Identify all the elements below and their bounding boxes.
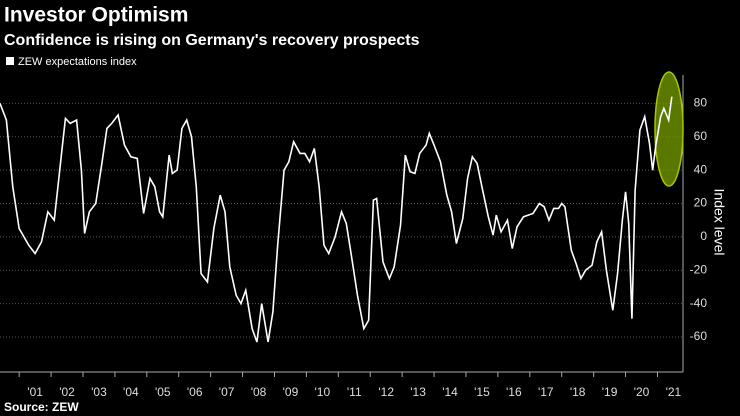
y-axis-label: Index level — [711, 189, 727, 256]
x-tick-label: '01 — [27, 385, 43, 399]
x-tick-label: '19 — [602, 385, 618, 399]
y-tick-label: 20 — [694, 196, 708, 210]
x-tick-label: '10 — [315, 385, 331, 399]
x-tick-label: '17 — [538, 385, 554, 399]
y-tick-label: -20 — [690, 262, 708, 276]
x-tick-label: '21 — [666, 385, 682, 399]
y-tick-label: 60 — [694, 129, 708, 143]
x-tick-label: '03 — [91, 385, 107, 399]
x-tick-label: '08 — [251, 385, 267, 399]
x-tick-label: '11 — [347, 385, 362, 399]
legend-swatch — [6, 57, 14, 65]
chart-title: Investor Optimism — [4, 4, 188, 27]
x-tick-label: '07 — [219, 385, 235, 399]
legend-label: ZEW expectations index — [18, 56, 137, 68]
highlight-ellipse — [654, 71, 684, 187]
source: Source: ZEW — [4, 400, 79, 414]
y-tick-label: 0 — [700, 229, 707, 243]
x-tick-label: '16 — [506, 385, 522, 399]
y-tick-label: 80 — [694, 96, 708, 110]
data-line — [0, 96, 673, 343]
x-tick-label: '04 — [123, 385, 139, 399]
chart-subtitle: Confidence is rising on Germany's recove… — [4, 32, 420, 49]
x-tick-label: '20 — [634, 385, 650, 399]
x-tick-label: '18 — [570, 385, 586, 399]
x-tick-label: '12 — [378, 385, 394, 399]
x-tick-label: '13 — [410, 385, 426, 399]
x-tick-label: '15 — [474, 385, 490, 399]
x-tick-label: '09 — [283, 385, 299, 399]
y-tick-label: -40 — [690, 296, 708, 310]
y-tick-label: 40 — [694, 162, 708, 176]
x-tick-label: '05 — [155, 385, 171, 399]
x-tick-label: '02 — [59, 385, 75, 399]
x-tick-label: '06 — [187, 385, 203, 399]
x-tick-label: '14 — [442, 385, 458, 399]
y-tick-label: -60 — [690, 329, 708, 343]
